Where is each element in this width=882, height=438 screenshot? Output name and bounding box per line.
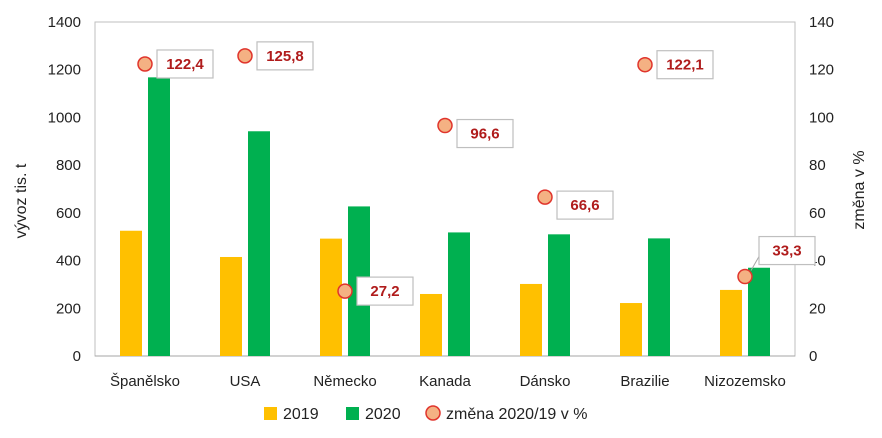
- bar-2020: [648, 238, 670, 356]
- y-axis-title: vývoz tis. t: [13, 163, 30, 238]
- bar-2019: [120, 230, 142, 356]
- change-data-label: 122,1: [666, 57, 704, 74]
- category-label: Kanada: [419, 373, 471, 390]
- bar-2020: [148, 77, 170, 356]
- y-tick-label: 400: [56, 253, 81, 270]
- y-tick-label: 1400: [48, 14, 81, 31]
- bar-2019: [220, 256, 242, 356]
- change-data-label: 122,4: [166, 56, 204, 73]
- y2-tick-label: 140: [809, 14, 834, 31]
- y2-tick-label: 0: [809, 348, 817, 365]
- change-label-box: [758, 235, 816, 266]
- category-label: Španělsko: [110, 373, 180, 390]
- bar-2020: [548, 234, 570, 356]
- change-label-box: [656, 50, 714, 80]
- y2-tick-label: 60: [809, 205, 826, 222]
- category-label: Brazilie: [620, 373, 669, 390]
- bar-2019: [620, 303, 642, 356]
- change-point: [637, 56, 653, 73]
- legend-label-change: změna 2020/19 v %: [446, 406, 587, 423]
- y-tick-label: 600: [56, 205, 81, 222]
- bar-2019: [320, 238, 342, 356]
- y-tick-label: 1000: [48, 109, 81, 126]
- y2-tick-label: 80: [809, 157, 826, 174]
- change-point: [237, 48, 253, 64]
- change-data-label: 66,6: [570, 197, 599, 214]
- bar-2020: [748, 267, 770, 356]
- change-point: [337, 283, 353, 299]
- bar-2019: [420, 293, 442, 356]
- category-label: Dánsko: [520, 373, 571, 390]
- bar-2020: [248, 131, 270, 356]
- bar-2020: [448, 232, 470, 356]
- y-tick-label: 800: [56, 157, 81, 174]
- category-label: Nizozemsko: [704, 373, 786, 390]
- legend-swatch-2019: [264, 407, 277, 420]
- plot-frame: [94, 21, 796, 357]
- change-point: [437, 117, 453, 134]
- left-axis-ticks: 0 200 400 600 800 1000 1200 1400: [48, 14, 81, 365]
- legend-marker-change: [425, 405, 441, 421]
- legend-label-2020: 2020: [365, 406, 401, 423]
- change-label-box: [156, 49, 214, 79]
- series-2020-bars: [148, 77, 770, 356]
- legend-swatch-2020: [346, 407, 359, 420]
- change-point: [737, 268, 753, 285]
- change-label-box: [356, 276, 414, 306]
- y-tick-label: 1200: [48, 62, 81, 79]
- change-data-label: 27,2: [370, 283, 399, 300]
- change-point: [537, 189, 553, 205]
- change-data-label: 125,8: [266, 48, 304, 65]
- change-points: [137, 48, 753, 299]
- legend-label-2019: 2019: [283, 406, 319, 423]
- y-tick-label: 200: [56, 300, 81, 317]
- change-data-labels: 122,4 125,8 27,2 96,6 66,6 122,1 33,3: [156, 41, 816, 306]
- change-label-box: [256, 41, 314, 71]
- change-data-label: 33,3: [772, 243, 801, 260]
- y2-tick-label: 20: [809, 300, 826, 317]
- category-label: USA: [230, 373, 261, 390]
- bar-2019: [720, 289, 742, 356]
- series-2019-bars: [120, 230, 742, 356]
- label-leader-line: [750, 256, 760, 271]
- y2-tick-label: 100: [809, 109, 834, 126]
- category-labels: Španělsko USA Německo Kanada Dánsko Brazilie N…: [110, 373, 786, 390]
- change-data-label: 96,6: [470, 126, 499, 143]
- change-point: [137, 56, 153, 72]
- change-label-box: [556, 190, 614, 220]
- bar-2019: [520, 283, 542, 356]
- y2-tick-label: 120: [809, 62, 834, 79]
- y2-axis-title: změna v %: [851, 150, 868, 229]
- legend: 2019 2020 změna 2020/19 v %: [264, 405, 587, 423]
- category-label: Německo: [313, 373, 376, 390]
- y-tick-label: 0: [73, 348, 81, 365]
- change-label-box: [456, 118, 514, 149]
